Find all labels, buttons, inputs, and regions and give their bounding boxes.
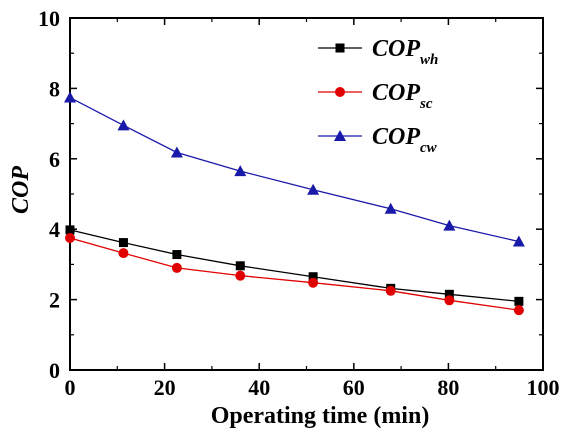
legend-label-subscript: cw xyxy=(420,140,438,156)
y-tick-label: 8 xyxy=(49,76,60,101)
series-line-cw xyxy=(69,96,520,243)
data-point-wh xyxy=(444,289,454,299)
y-tick-label: 6 xyxy=(49,147,60,172)
data-point-cw xyxy=(512,235,525,247)
legend-marker-wh xyxy=(335,43,345,53)
data-point-wh xyxy=(235,261,245,271)
x-tick-label: 100 xyxy=(527,375,560,400)
x-tick-label: 40 xyxy=(248,375,270,400)
legend-label-main: COP xyxy=(372,80,420,106)
data-point-sc xyxy=(171,262,182,273)
data-point-cw xyxy=(384,202,397,214)
x-tick-label: 20 xyxy=(154,375,176,400)
data-point-sc xyxy=(513,305,524,316)
series-line-wh xyxy=(69,229,519,303)
data-point-cw xyxy=(307,183,320,195)
data-point-sc xyxy=(235,270,246,281)
legend-label-wh: COPwh xyxy=(372,36,438,68)
series-lines xyxy=(69,96,520,311)
data-point-cw xyxy=(117,119,130,131)
y-tick-label: 4 xyxy=(49,217,60,242)
data-point-wh xyxy=(514,296,524,306)
data-point-sc xyxy=(308,277,319,288)
y-tick-label: 10 xyxy=(38,6,60,31)
data-point-cw xyxy=(64,91,76,103)
data-point-sc xyxy=(65,233,75,243)
legend-label-main: COP xyxy=(372,124,420,150)
legend-label-sc: COPsc xyxy=(372,80,433,112)
y-axis-title: COP xyxy=(8,166,34,214)
data-point-cw xyxy=(170,146,183,158)
x-tick-label: 80 xyxy=(437,375,459,400)
data-point-wh xyxy=(65,225,75,235)
data-point-wh xyxy=(308,272,318,282)
x-tick-label: 0 xyxy=(65,375,76,400)
data-point-cw xyxy=(443,219,456,231)
data-point-wh xyxy=(172,250,182,260)
series-line-sc xyxy=(69,237,519,311)
legend-label-main: COP xyxy=(372,36,420,62)
legend-label-subscript: wh xyxy=(420,52,438,68)
legend-marker-sc xyxy=(335,87,345,97)
x-tick-label: 60 xyxy=(343,375,365,400)
axis-ticks: 0 20 40 60 80 100 0 2 4 6 8 10 xyxy=(38,6,560,400)
data-point-wh xyxy=(118,238,128,248)
legend-label-subscript: sc xyxy=(419,96,433,112)
plot-frame xyxy=(69,17,544,371)
data-point-cw xyxy=(234,165,247,177)
series-markers xyxy=(64,91,525,316)
data-point-sc xyxy=(118,248,129,259)
x-axis-title: Operating time (min) xyxy=(211,403,430,429)
y-tick-label: 0 xyxy=(49,358,60,383)
data-point-sc xyxy=(444,295,455,306)
legend-label-cw: COPcw xyxy=(372,124,438,156)
data-point-sc xyxy=(385,285,396,296)
legend-marker-cw xyxy=(334,130,346,141)
y-tick-label: 2 xyxy=(49,288,60,313)
